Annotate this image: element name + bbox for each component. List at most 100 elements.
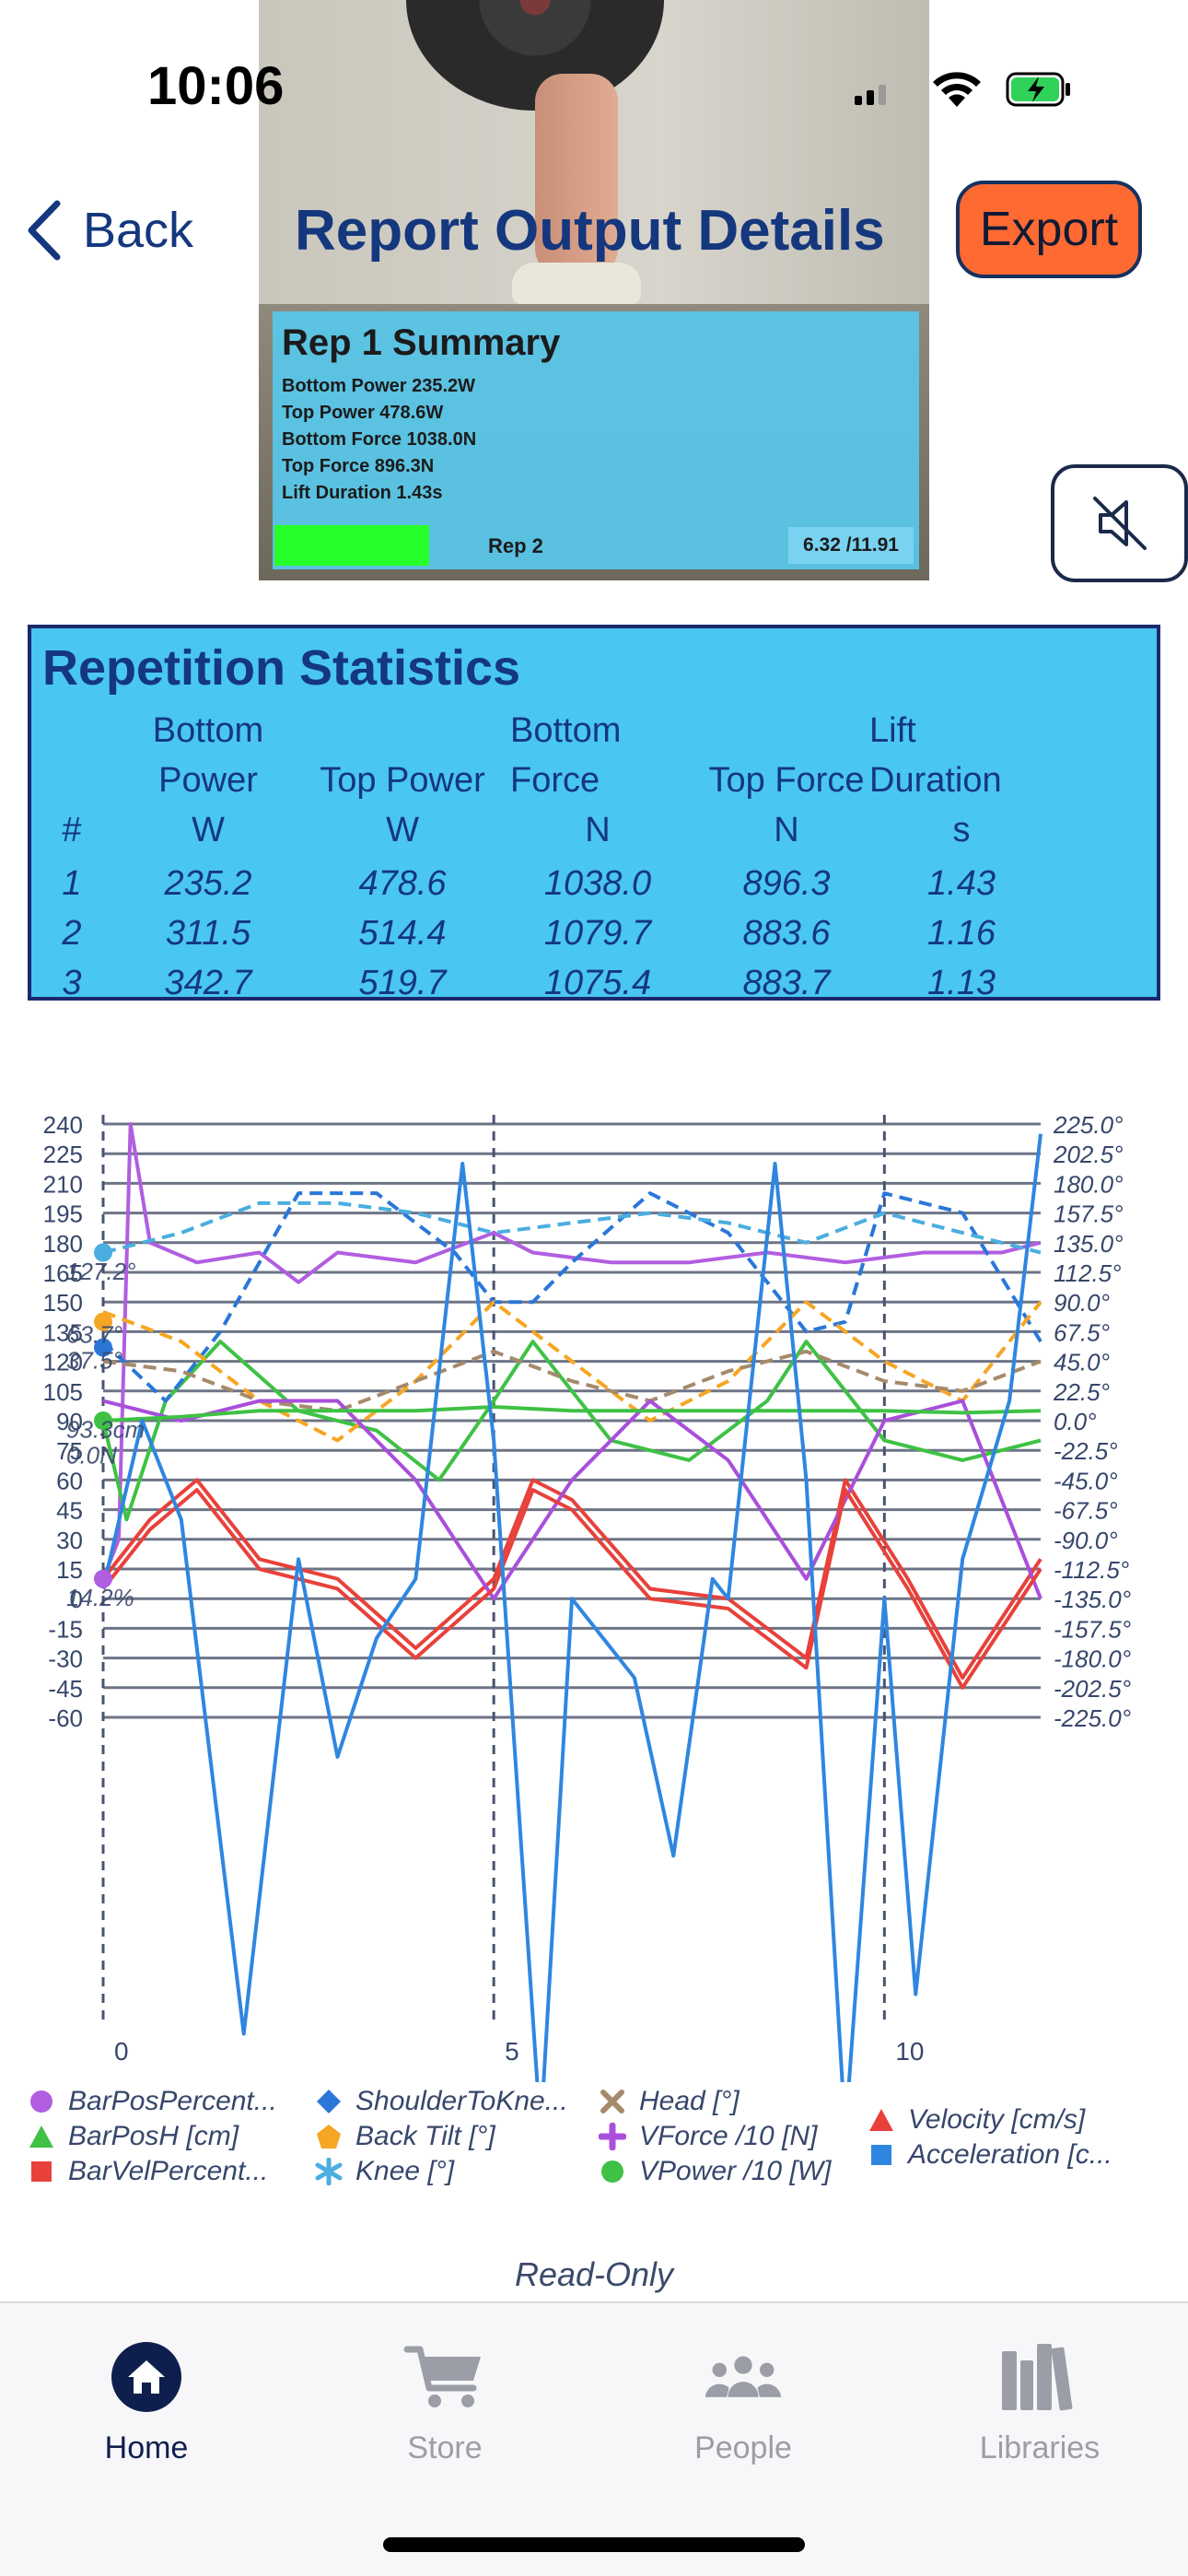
lifter-shoe (512, 263, 641, 304)
legend-item[interactable]: Back Tilt [°] (315, 2121, 495, 2152)
column-header: Top Force (708, 761, 865, 800)
series-line (102, 1399, 1042, 1601)
right-tick-label: 202.5° (1053, 1141, 1123, 1168)
people-icon (702, 2340, 785, 2414)
wifi-icon (933, 72, 981, 107)
cart-icon (403, 2340, 486, 2414)
rep-summary-overlay: Rep 1 Summary Bottom Power 235.2W Top Po… (273, 311, 919, 569)
left-tick-label: -15 (48, 1615, 83, 1643)
export-button[interactable]: Export (956, 181, 1142, 278)
right-tick-label: -45.0° (1054, 1467, 1118, 1494)
video-time: 6.32 /11.91 (788, 527, 914, 564)
chevron-left-icon (28, 200, 61, 261)
column-unit: s (952, 811, 971, 849)
legend-item[interactable]: VPower /10 [W] (599, 2156, 831, 2187)
tab-label: Home (104, 2430, 189, 2465)
rep-summary-line: Lift Duration 1.43s (282, 483, 443, 503)
legend-label: BarPosH [cm] (68, 2121, 239, 2151)
legend-label: Knee [°] (355, 2156, 455, 2186)
column-header: Duration (869, 761, 1002, 800)
chart-legend: BarPosPercent... BarPosH [cm] BarVelPercen… (28, 2086, 1170, 2224)
right-tick-label: 180.0° (1054, 1170, 1123, 1198)
right-tick-label: 157.5° (1054, 1200, 1123, 1228)
rep-summary-line: Top Power 478.6W (282, 403, 444, 423)
tab-people[interactable]: People (628, 2340, 858, 2478)
table-cell: 1079.7 (543, 914, 652, 953)
right-tick-label: -112.5° (1054, 1556, 1129, 1584)
marker-value-label: 0.0N (66, 1442, 117, 1469)
legend-label: BarPosPercent... (68, 2086, 277, 2116)
right-tick-label: 67.5° (1054, 1318, 1110, 1346)
table-cell: 896.3 (742, 864, 831, 903)
table-cell: 514.4 (358, 914, 447, 953)
legend-item[interactable]: Head [°] (599, 2086, 740, 2117)
table-cell: 883.7 (742, 964, 831, 1002)
left-tick-label: -45 (48, 1675, 83, 1703)
legend-label: VPower /10 [W] (639, 2156, 832, 2186)
repetition-statistics-table: Repetition Statistics # Bottom Power W Top P… (28, 625, 1160, 1002)
legend-item[interactable]: BarVelPercent... (28, 2156, 268, 2187)
right-tick-label: 112.5° (1054, 1259, 1122, 1287)
table-cell: 1 (62, 864, 82, 903)
left-tick-label: 0 (70, 1586, 83, 1613)
video-player[interactable] (259, 0, 929, 580)
series-line (102, 1200, 1042, 1255)
battery-charging-icon (1006, 72, 1070, 107)
tab-store[interactable]: Store (330, 2340, 560, 2478)
legend-marker-icon (317, 2090, 341, 2113)
legend-label: VForce /10 [N] (639, 2121, 818, 2151)
legend-item[interactable]: BarPosPercent... (28, 2086, 277, 2117)
table-cell: 1.16 (927, 914, 996, 953)
legend-label: ShoulderToKne... (355, 2086, 568, 2116)
table-cell: 1.43 (927, 864, 996, 903)
marker-value-label: 127.2° (66, 1258, 135, 1285)
right-tick-label: -157.5° (1054, 1615, 1131, 1643)
legend-item[interactable]: BarPosH [cm] (28, 2121, 239, 2152)
legend-marker-icon (601, 2160, 623, 2183)
left-tick-label: 195 (43, 1200, 83, 1228)
read-only-label: Read-Only (514, 2255, 674, 2293)
marker-value-label: 37.5° (66, 1347, 122, 1375)
table-cell: 311.5 (165, 914, 251, 953)
legend-item[interactable]: Acceleration [c... (868, 2139, 1112, 2171)
left-tick-label: 180 (43, 1230, 83, 1258)
back-button[interactable]: Back (24, 193, 193, 267)
rep-summary-line: Top Force 896.3N (282, 456, 435, 476)
left-tick-label: 90 (56, 1408, 83, 1435)
table-cell: 342.7 (164, 964, 252, 1002)
legend-item[interactable]: VForce /10 [N] (599, 2121, 817, 2152)
left-tick-label: 210 (43, 1170, 83, 1198)
table-cell: 2 (62, 914, 82, 953)
rep-summary-line: Bottom Power 235.2W (282, 376, 476, 396)
lifter-leg (535, 74, 618, 276)
tab-libraries[interactable]: Libraries (925, 2340, 1155, 2478)
marker-value-label: 63.7° (66, 1321, 122, 1349)
left-tick-label: -60 (48, 1704, 83, 1732)
right-tick-label: 45.0° (1054, 1349, 1110, 1376)
legend-item[interactable]: Knee [°] (315, 2156, 454, 2187)
legend-marker-icon (600, 2090, 624, 2113)
legend-item[interactable]: Velocity [cm/s] (868, 2104, 1085, 2136)
column-header: Power (158, 761, 258, 800)
mute-button[interactable] (1051, 464, 1188, 582)
legend-marker-icon (871, 2145, 891, 2165)
right-tick-label: -90.0° (1054, 1527, 1118, 1554)
back-label: Back (83, 203, 194, 258)
column-header: Bottom (152, 711, 264, 750)
tab-home[interactable]: Home (31, 2340, 262, 2478)
right-tick-label: -135.0° (1054, 1586, 1131, 1613)
legend-label: Head [°] (639, 2086, 740, 2116)
right-tick-label: 225.0° (1053, 1111, 1123, 1139)
series-line (101, 1191, 1042, 1403)
series-line (101, 1133, 1042, 2082)
legend-item[interactable]: ShoulderToKne... (315, 2086, 568, 2117)
column-header: Lift (869, 711, 916, 750)
legend-marker-icon (29, 2125, 53, 2148)
table-cell: 883.6 (742, 914, 831, 953)
left-tick-label: 75 (56, 1437, 83, 1465)
tab-label: Store (407, 2430, 483, 2465)
left-tick-label: 15 (56, 1556, 83, 1584)
legend-marker-icon (30, 2090, 52, 2113)
left-tick-label: 30 (56, 1527, 83, 1554)
rep-chart[interactable]: 240 225.0° 225 202.5° 210 180.0° 195 157.5° 180 1… (0, 1060, 1188, 2239)
